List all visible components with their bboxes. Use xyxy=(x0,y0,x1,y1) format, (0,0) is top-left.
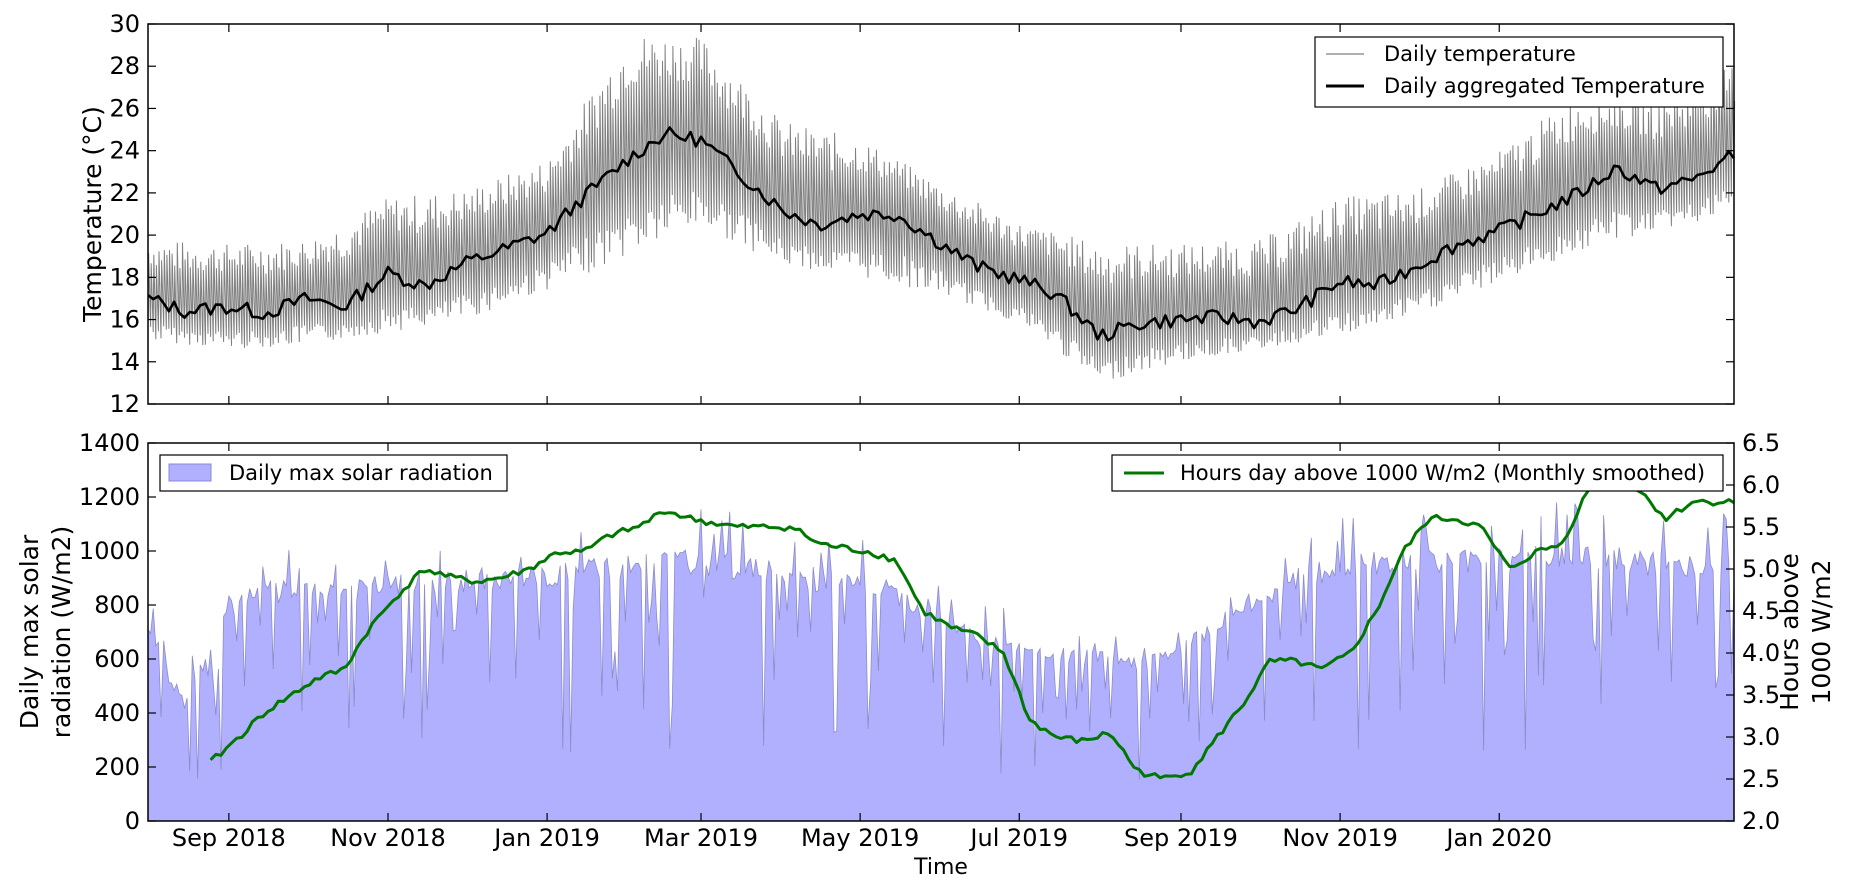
hours-y2-tick-label: 3.5 xyxy=(1742,681,1780,709)
hours-y2-tick-label: 4.5 xyxy=(1742,597,1780,625)
temperature-y-tick-label: 30 xyxy=(109,10,140,38)
legend-hours-label: Hours day above 1000 W/m2 (Monthly smoot… xyxy=(1180,461,1705,485)
solar-y-tick-label: 1000 xyxy=(79,537,140,565)
time-x-tick-label: Jul 2019 xyxy=(968,824,1068,852)
solar-radiation-series xyxy=(147,502,1735,822)
time-x-tick-label: Mar 2019 xyxy=(644,824,758,852)
hours-above-1000-line xyxy=(209,476,1735,780)
hours-above-1000-series xyxy=(209,476,1735,780)
time-x-tick-label: Sep 2018 xyxy=(172,824,286,852)
hours-y2-tick-label: 5.0 xyxy=(1742,555,1780,583)
temperature-y-tick-label: 22 xyxy=(109,179,140,207)
hours-y2-tick-label: 6.5 xyxy=(1742,429,1780,457)
time-x-tick-label: Nov 2019 xyxy=(1282,824,1398,852)
hours-legend-box xyxy=(1111,454,1724,492)
temperature-y-tick-label: 20 xyxy=(109,221,140,249)
temperature-panel: 12 14 16 18 20 22 24 26 28 30 Temperature (°C) Da… xyxy=(78,10,1736,418)
hours-y2-tick-label: 6.0 xyxy=(1742,471,1780,499)
solar-y-tick-label: 800 xyxy=(94,591,140,619)
time-x-label: Time xyxy=(913,855,968,880)
daily-temperature-series xyxy=(147,37,1736,379)
legend-solar-radiation-label: Daily max solar radiation xyxy=(229,461,493,485)
temperature-y-tick-label: 12 xyxy=(109,390,140,418)
temperature-legend: Daily temperature Daily aggregated Tempe… xyxy=(1314,36,1724,108)
solar-y-ticks: 0 200 400 600 800 1000 1200 1400 xyxy=(79,429,156,835)
temperature-y-tick-label: 14 xyxy=(109,348,140,376)
solar-y-label-line1: Daily max solar xyxy=(15,534,44,729)
solar-y-tick-label: 200 xyxy=(94,753,140,781)
legend-solar-radiation-swatch xyxy=(168,463,212,482)
solar-y-label-line2: radiation (W/m2) xyxy=(47,526,76,738)
hours-y2-tick-label: 4.0 xyxy=(1742,639,1780,667)
hours-y2-ticks: 2.0 2.5 3.0 3.5 4.0 4.5 5.0 5.5 6.0 6.5 xyxy=(1726,429,1780,835)
temperature-x-ticks xyxy=(228,24,1500,404)
aggregated-temperature-series xyxy=(147,126,1736,342)
solar-y-tick-label: 0 xyxy=(125,807,140,835)
solar-y-tick-label: 1200 xyxy=(79,483,140,511)
legend-daily-temperature-label: Daily temperature xyxy=(1384,42,1576,66)
solar-radiation-area xyxy=(147,502,1735,822)
aggregated-temperature-line xyxy=(147,126,1736,342)
solar-legend-box xyxy=(159,454,508,492)
temperature-y-ticks: 12 14 16 18 20 22 24 26 28 30 xyxy=(109,10,1734,418)
daily-temperature-line xyxy=(147,37,1736,379)
hours-y2-label-line2: 1000 W/m2 xyxy=(1807,560,1836,705)
temperature-y-label: Temperature (°C) xyxy=(78,106,107,323)
solar-plot-frame xyxy=(147,442,1735,822)
temperature-y-tick-label: 18 xyxy=(109,263,140,291)
temperature-plot-frame xyxy=(147,23,1735,405)
legend-aggregated-temperature-label: Daily aggregated Temperature xyxy=(1384,74,1705,98)
hours-y2-tick-label: 2.5 xyxy=(1742,765,1780,793)
solar-y-tick-label: 600 xyxy=(94,645,140,673)
time-x-tick-label: May 2019 xyxy=(801,824,919,852)
hours-legend: Hours day above 1000 W/m2 (Monthly smoot… xyxy=(1111,454,1724,492)
temperature-y-tick-label: 16 xyxy=(109,306,140,334)
time-x-tick-label: Nov 2018 xyxy=(330,824,446,852)
temperature-y-tick-label: 24 xyxy=(109,137,140,165)
temperature-legend-box xyxy=(1314,36,1724,108)
time-x-tick-label: Jan 2019 xyxy=(492,824,600,852)
hours-y2-label-line1: Hours above xyxy=(1775,553,1804,711)
solar-y-tick-label: 1400 xyxy=(79,429,140,457)
hours-y2-tick-label: 3.0 xyxy=(1742,723,1780,751)
solar-legend: Daily max solar radiation xyxy=(159,454,508,492)
temperature-y-tick-label: 26 xyxy=(109,94,140,122)
hours-y2-tick-label: 5.5 xyxy=(1742,513,1780,541)
solar-y-tick-label: 400 xyxy=(94,699,140,727)
time-x-tick-label: Sep 2019 xyxy=(1124,824,1238,852)
solar-panel: 0 200 400 600 800 1000 1200 1400 2.0 2.5 3.0 3.5 4.… xyxy=(15,429,1836,880)
hours-y2-tick-label: 2.0 xyxy=(1742,807,1780,835)
time-x-tick-label: Jan 2020 xyxy=(1444,824,1552,852)
solar-x-ticks: Sep 2018 Nov 2018 Jan 2019 Mar 2019 May 2019… xyxy=(172,443,1552,852)
temperature-y-tick-label: 28 xyxy=(109,52,140,80)
